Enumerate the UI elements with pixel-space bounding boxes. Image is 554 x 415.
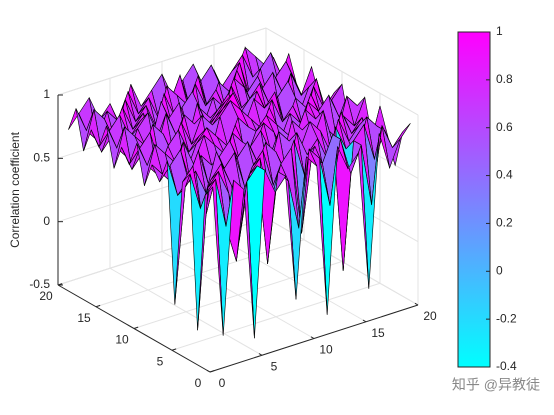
colorbar-tick-label: 0.8: [496, 72, 513, 86]
x-tick-label: 15: [371, 326, 385, 340]
y-tick-label: 5: [157, 354, 164, 368]
y-tick-label: 20: [39, 289, 53, 303]
colorbar: [457, 31, 491, 368]
grid-line: [133, 261, 343, 329]
z-tick-label: 0: [43, 214, 50, 228]
watermark: 知乎 @异教徒: [452, 377, 540, 393]
x-tick-label: 10: [319, 343, 333, 357]
colorbar-tick-label: 0.4: [496, 168, 513, 182]
colorbar-tick-label: 0: [496, 263, 503, 277]
colorbar-tick-label: 0.2: [496, 216, 513, 230]
colorbar-tick-label: 0.6: [496, 120, 513, 134]
y-tick-label: 15: [77, 311, 91, 325]
box-edge: [265, 27, 419, 116]
y-tick: [95, 304, 101, 308]
x-tick-label: 20: [423, 309, 437, 323]
y-tick: [171, 348, 177, 351]
z-tick-label: 1: [43, 87, 50, 101]
grid-line: [171, 282, 381, 351]
z-axis-label: Correlation coefficient: [8, 131, 22, 248]
surface-face: [392, 123, 411, 148]
y-tick: [133, 326, 139, 329]
surface-face: [204, 178, 224, 336]
y-tick-label: 0: [195, 376, 202, 390]
y-tick-label: 10: [115, 333, 129, 347]
z-tick-label: 0.5: [33, 151, 50, 165]
colorbar-tick-label: 1: [496, 24, 503, 38]
y-axis: [57, 284, 211, 373]
colorbar-tick-label: -0.2: [496, 311, 517, 325]
z-tick-label: -0.5: [29, 277, 50, 291]
box-edge: [57, 27, 267, 96]
x-axis: [209, 304, 419, 373]
colorbar-tick-label: -0.4: [496, 359, 517, 373]
x-tick-label: 5: [271, 359, 278, 373]
x-tick-label: 0: [219, 376, 226, 390]
